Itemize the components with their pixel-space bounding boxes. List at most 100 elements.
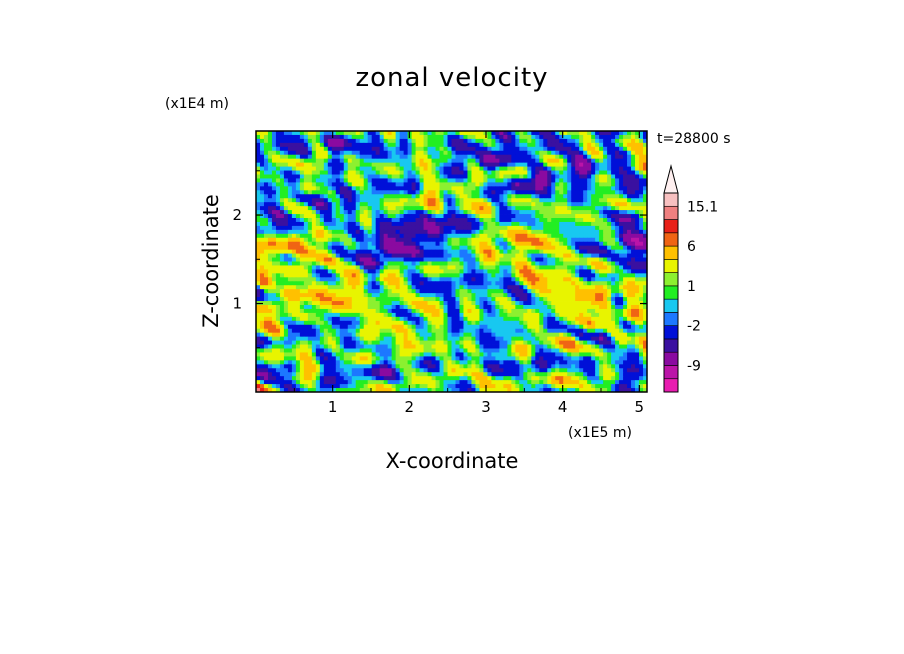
field-cell [287,170,293,175]
field-cell [559,261,564,266]
field-cell [291,210,297,215]
field-cell [279,301,285,306]
field-cell [583,190,588,195]
field-cell [347,166,353,171]
field-cell [295,281,301,286]
field-cell [391,138,397,144]
field-cell [639,166,644,171]
field-cell [583,218,588,223]
field-cell [463,324,468,330]
field-cell [583,178,588,183]
field-cell [543,316,548,322]
field-cell [527,142,532,148]
field-cell [507,261,512,266]
field-cell [511,182,516,187]
field-cell [367,190,373,195]
field-cell [295,225,301,231]
field-cell [463,170,468,175]
field-cell [391,261,397,266]
field-cell [383,138,389,144]
field-cell [435,253,440,258]
field-cell [263,245,269,251]
field-cell [271,305,277,310]
field-cell [607,142,612,148]
field-cell [427,154,432,160]
field-cell [427,221,432,227]
field-cell [279,305,285,310]
field-cell [507,182,512,187]
field-cell [543,253,548,258]
field-cell [287,305,293,310]
field-cell [391,146,397,152]
field-cell [383,218,389,223]
field-cell [635,301,640,306]
field-cell [359,162,365,167]
field-cell [311,150,317,156]
field-cell [443,146,448,152]
field-cell [459,277,464,282]
field-cell [291,186,297,191]
field-cell [263,142,269,148]
field-cell [455,301,460,306]
field-cell [347,301,353,306]
field-cell [623,308,628,314]
field-cell [363,241,369,247]
field-cell [607,301,612,306]
field-cell [271,190,277,195]
field-cell [319,210,325,215]
field-cell [639,221,644,227]
field-cell [455,182,460,187]
field-cell [315,241,321,247]
field-cell [519,150,524,156]
field-cell [595,186,600,191]
field-cell [599,210,604,215]
field-cell [375,170,381,175]
field-cell [639,257,644,262]
field-cell [463,206,468,211]
field-cell [599,166,604,171]
field-cell [539,214,544,219]
field-cell [531,289,536,294]
field-cell [363,170,369,175]
field-cell [291,214,297,219]
field-cell [267,289,273,294]
field-cell [331,134,337,140]
field-cell [311,253,317,258]
field-cell [551,312,556,318]
field-cell [599,206,604,211]
field-cell [383,261,389,266]
field-cell [303,150,309,156]
field-cell [543,241,548,247]
field-cell [643,194,648,199]
field-cell [399,131,405,136]
field-cell [256,229,261,235]
field-cell [451,198,456,203]
field-cell [415,190,420,195]
field-cell [587,178,592,183]
field-cell [527,229,532,235]
field-cell [443,138,448,144]
field-cell [303,194,309,199]
field-cell [623,178,628,183]
field-cell [295,297,301,302]
field-cell [399,269,405,274]
field-cell [399,308,405,314]
field-cell [611,202,616,207]
field-cell [591,154,596,160]
field-cell [447,273,452,278]
field-cell [459,265,464,270]
field-cell [539,316,544,322]
field-cell [347,293,353,298]
field-cell [487,281,492,286]
field-cell [531,320,536,326]
field-cell [256,285,261,290]
field-cell [631,305,636,310]
field-cell [503,273,508,278]
field-cell [567,233,572,239]
field-cell [447,237,452,243]
field-cell [495,305,500,310]
field-cell [639,154,644,160]
field-cell [467,186,472,191]
field-cell [395,241,401,247]
field-cell [639,245,644,251]
